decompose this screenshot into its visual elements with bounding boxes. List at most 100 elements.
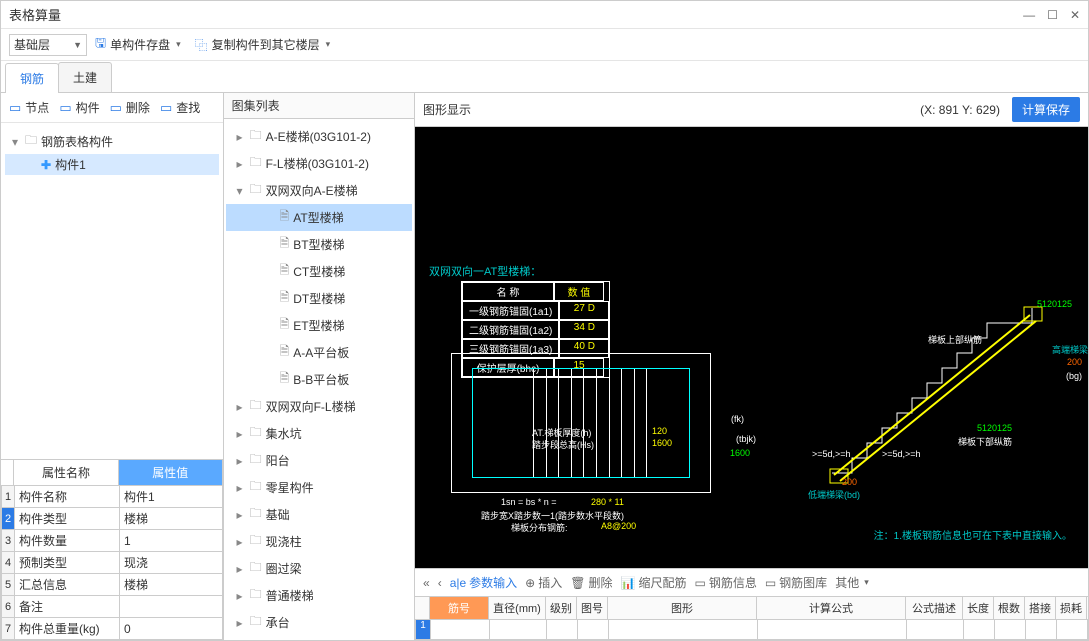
- grid-cell[interactable]: [430, 619, 490, 640]
- other-button[interactable]: 其他▾: [835, 574, 869, 591]
- minimize-button[interactable]: —: [1023, 8, 1035, 22]
- atlas-item[interactable]: ▸🗀基础: [226, 501, 412, 528]
- grid-header-cell[interactable]: 公式描述: [905, 596, 963, 620]
- atlas-item[interactable]: ▸🗀普通楼梯: [226, 582, 412, 609]
- maximize-button[interactable]: ☐: [1047, 8, 1058, 22]
- scale-rebar-button[interactable]: 📊缩尺配筋: [621, 574, 687, 591]
- grid-cell[interactable]: [608, 619, 758, 640]
- property-value[interactable]: 构件1: [119, 485, 223, 508]
- tree-root[interactable]: ▾ 🗀 钢筋表格构件: [5, 129, 219, 154]
- atlas-item-label: 基础: [266, 506, 290, 523]
- grid-header-cell[interactable]: 计算公式: [756, 596, 906, 620]
- first-page-button[interactable]: «: [423, 576, 430, 590]
- delete-button[interactable]: ▭删除: [110, 99, 150, 116]
- drawing-canvas[interactable]: 双网双向一AT型楼梯： 名 称数 值 一级钢筋锚固(1a1)27 D二级钢筋锚固…: [415, 127, 1088, 568]
- grid-cell[interactable]: [1056, 619, 1088, 640]
- grid-header-cell[interactable]: 级别: [545, 596, 577, 620]
- grid-header-cell[interactable]: 搭接: [1024, 596, 1056, 620]
- atlas-item[interactable]: ▸🗀双网双向F-L楼梯: [226, 393, 412, 420]
- atlas-item[interactable]: ▸🗀现浇柱: [226, 528, 412, 555]
- atlas-item[interactable]: ▸🗀F-L楼梯(03G101-2): [226, 150, 412, 177]
- grid-cell[interactable]: [546, 619, 578, 640]
- expand-icon: ▸: [234, 454, 246, 468]
- atlas-item[interactable]: 🗎DT型楼梯: [226, 285, 412, 312]
- grid-cell[interactable]: [489, 619, 547, 640]
- row-number: 2: [1, 507, 15, 530]
- atlas-item[interactable]: 🗎AT型楼梯: [226, 204, 412, 231]
- tab-rebar[interactable]: 钢筋: [5, 63, 59, 93]
- grid-cell[interactable]: [963, 619, 995, 640]
- info-icon: ▭: [694, 576, 705, 590]
- grid-cell[interactable]: [577, 619, 609, 640]
- titlebar: 表格算量 — ☐ ✕: [1, 1, 1088, 29]
- grid-row[interactable]: 1: [415, 620, 1088, 640]
- expand-icon: ▸: [234, 130, 246, 144]
- property-value[interactable]: 楼梯: [119, 507, 223, 530]
- grid-cell[interactable]: [906, 619, 964, 640]
- property-row[interactable]: 1构件名称构件1: [1, 486, 223, 508]
- property-value[interactable]: 现浇: [119, 551, 223, 574]
- close-button[interactable]: ✕: [1070, 8, 1080, 22]
- property-name: 备注: [14, 595, 120, 618]
- property-row[interactable]: 5汇总信息楼梯: [1, 574, 223, 596]
- atlas-item[interactable]: ▸🗀阳台: [226, 447, 412, 474]
- param-input-button[interactable]: a|e参数输入: [450, 574, 517, 591]
- property-value[interactable]: 1: [119, 529, 223, 552]
- property-row[interactable]: 2构件类型楼梯: [1, 508, 223, 530]
- atlas-item[interactable]: 🗎B-B平台板: [226, 366, 412, 393]
- property-value[interactable]: 楼梯: [119, 573, 223, 596]
- atlas-item[interactable]: ▸🗀零星构件: [226, 474, 412, 501]
- atlas-item[interactable]: 🗎BT型楼梯: [226, 231, 412, 258]
- grid-header-cell[interactable]: 图形: [607, 596, 757, 620]
- grid-header-cell[interactable]: 图号: [576, 596, 608, 620]
- document-icon: 🗎: [280, 315, 290, 336]
- node-button[interactable]: ▭节点: [9, 99, 49, 116]
- property-value[interactable]: [119, 595, 223, 618]
- component-button[interactable]: ▭构件: [59, 99, 99, 116]
- grid-header-cell[interactable]: 筋号: [429, 596, 489, 620]
- node-icon: ▭: [9, 100, 21, 116]
- insert-button[interactable]: ⊕插入: [525, 574, 562, 591]
- atlas-item[interactable]: ▸🗀A-E楼梯(03G101-2): [226, 123, 412, 150]
- document-icon: 🗎: [280, 234, 290, 255]
- atlas-item[interactable]: 🗎CT型楼梯: [226, 258, 412, 285]
- property-row[interactable]: 3构件数量1: [1, 530, 223, 552]
- atlas-item[interactable]: ▸🗀圈过梁: [226, 555, 412, 582]
- rebar-info-button[interactable]: ▭钢筋信息: [694, 574, 756, 591]
- component-icon: ▭: [59, 100, 71, 116]
- folder-icon: 🗀: [250, 423, 262, 444]
- expand-icon: ▸: [234, 535, 246, 549]
- grid-cell[interactable]: [757, 619, 907, 640]
- single-save-button[interactable]: 🖫 单构件存盘 ▾: [89, 33, 187, 57]
- layer-combo[interactable]: 基础层 ▼: [9, 34, 87, 56]
- prev-page-button[interactable]: ‹: [438, 576, 442, 590]
- atlas-item[interactable]: ▾🗀双网双向A-E楼梯: [226, 177, 412, 204]
- grid-header-cell[interactable]: 根数: [993, 596, 1025, 620]
- atlas-item[interactable]: ▸🗀承台: [226, 609, 412, 636]
- search-button[interactable]: ▭查找: [160, 99, 200, 116]
- expand-icon: ▸: [234, 616, 246, 630]
- copy-other-floor-button[interactable]: ⿻ 复制构件到其它楼层 ▾: [189, 33, 337, 57]
- grid-cell[interactable]: [994, 619, 1026, 640]
- delete-icon: ▭: [110, 100, 122, 116]
- atlas-item[interactable]: ▸🗀集水坑: [226, 420, 412, 447]
- calculate-save-button[interactable]: 计算保存: [1012, 97, 1080, 122]
- tab-civil[interactable]: 土建: [58, 62, 112, 92]
- delete-row-button[interactable]: 🗑删除: [570, 574, 612, 591]
- grid-header-cell[interactable]: 长度: [962, 596, 994, 620]
- atlas-item[interactable]: 🗎A-A平台板: [226, 339, 412, 366]
- grid-header-cell[interactable]: 直径(mm): [488, 596, 546, 620]
- rebar-grid: 筋号直径(mm)级别图号图形计算公式公式描述长度根数搭接损耗 1: [415, 596, 1088, 640]
- property-name: 汇总信息: [14, 573, 120, 596]
- row-number: 1: [1, 485, 15, 508]
- tree-item-component1[interactable]: ✚ 构件1: [5, 154, 219, 175]
- property-row[interactable]: 6备注: [1, 596, 223, 618]
- folder-icon: 🗀: [250, 450, 262, 471]
- grid-cell[interactable]: [1025, 619, 1057, 640]
- property-row[interactable]: 4预制类型现浇: [1, 552, 223, 574]
- rebar-lib-button[interactable]: ▭钢筋图库: [765, 574, 827, 591]
- property-value[interactable]: 0: [119, 617, 223, 640]
- property-row[interactable]: 7构件总重量(kg)0: [1, 618, 223, 640]
- atlas-item[interactable]: 🗎ET型楼梯: [226, 312, 412, 339]
- grid-header-cell[interactable]: 损耗: [1055, 596, 1087, 620]
